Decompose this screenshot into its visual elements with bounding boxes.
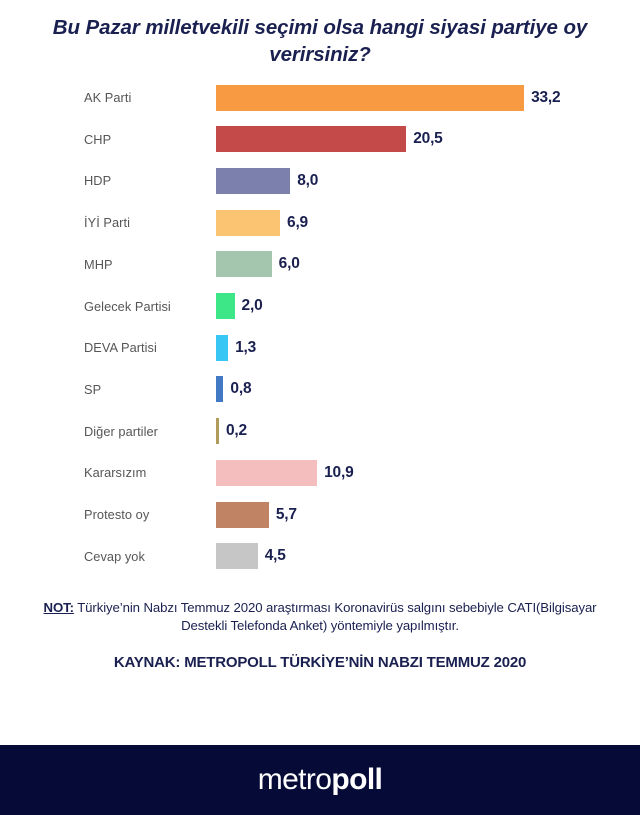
bar-holder: 33,2 — [216, 84, 561, 111]
bar-category-label: DEVA Partisi — [84, 340, 157, 356]
source-line: KAYNAK: METROPOLL TÜRKİYE’NİN NABZI TEMM… — [113, 653, 527, 671]
bar-holder: 10,9 — [216, 459, 354, 486]
logo-text-metro: metro — [257, 763, 332, 796]
bar-holder: 6,0 — [216, 251, 300, 278]
bar-category-label: İYİ Parti — [84, 215, 130, 231]
bar-value-label: 5,7 — [275, 505, 297, 523]
chart-row: MHP 6,0 — [0, 249, 640, 279]
bar — [216, 293, 235, 319]
bar-category-label: Kararsızım — [84, 465, 147, 481]
bar-holder: 1,3 — [216, 334, 257, 361]
bar-holder: 6,9 — [216, 209, 308, 236]
bar-holder: 4,5 — [216, 543, 286, 570]
bar — [216, 459, 318, 486]
bar — [216, 251, 272, 278]
bar-category-label: HDP — [84, 173, 112, 189]
bar — [216, 543, 258, 570]
chart-row: Gelecek Partisi 2,0 — [0, 291, 640, 321]
bar-chart: AK Parti 33,2 CHP 20,5 HDP 8,0 İYİ Parti 6,9 MHP… — [0, 83, 640, 593]
bar-category-label: Cevap yok — [84, 548, 145, 564]
chart-row: SP 0,8 — [0, 374, 640, 404]
bar-holder: 20,5 — [216, 126, 443, 153]
bar — [216, 501, 269, 528]
note-body: Türkiye’nin Nabzı Temmuz 2020 araştırmas… — [73, 599, 597, 634]
bar-category-label: SP — [84, 381, 102, 397]
bar-value-label: 2,0 — [241, 297, 263, 314]
title-container: Bu Pazar milletvekili seçimi olsa hangi … — [0, 0, 640, 69]
bar — [216, 334, 229, 361]
bar-value-label: 4,5 — [264, 547, 286, 565]
chart-row: DEVA Partisi 1,3 — [0, 333, 640, 363]
bar-value-label: 6,0 — [278, 255, 300, 273]
footnotes: NOT: Türkiye’nin Nabzı Temmuz 2020 araşt… — [0, 599, 640, 671]
chart-row: Kararsızım 10,9 — [0, 458, 640, 488]
bar — [216, 84, 525, 111]
bar — [216, 167, 291, 194]
bar-holder: 0,2 — [216, 418, 247, 445]
bar-value-label: 6,9 — [287, 213, 308, 231]
bar — [216, 418, 219, 445]
bar — [216, 376, 224, 403]
bar-value-label: 10,9 — [324, 463, 354, 481]
chart-row: Diğer partiler 0,2 — [0, 416, 640, 446]
chart-row: Protesto oy 5,7 — [0, 500, 640, 530]
bar-category-label: AK Parti — [84, 90, 132, 105]
bar-value-label: 0,8 — [230, 380, 252, 398]
bar-holder: 5,7 — [216, 501, 297, 528]
bar-holder: 8,0 — [216, 167, 319, 194]
note-line: NOT: Türkiye’nin Nabzı Temmuz 2020 araşt… — [34, 599, 606, 636]
note-prefix: NOT: — [43, 599, 74, 615]
metropoll-logo: metropoll — [258, 763, 383, 797]
chart-row: İYİ Parti 6,9 — [0, 208, 640, 238]
bar-value-label: 33,2 — [531, 88, 561, 106]
logo-text-poll: poll — [331, 763, 383, 796]
bar-value-label: 20,5 — [413, 130, 443, 148]
chart-row: AK Parti 33,2 — [0, 83, 640, 113]
bar-category-label: Gelecek Partisi — [84, 298, 171, 314]
brand-bar: metropoll — [0, 745, 640, 815]
chart-row: HDP 8,0 — [0, 166, 640, 196]
bar-category-label: MHP — [84, 256, 113, 272]
bar — [216, 209, 281, 236]
chart-row: Cevap yok 4,5 — [0, 541, 640, 571]
bar-holder: 0,8 — [216, 376, 252, 403]
page-title: Bu Pazar milletvekili seçimi olsa hangi … — [52, 16, 588, 67]
bar-category-label: Diğer partiler — [84, 423, 158, 439]
bar-value-label: 8,0 — [297, 171, 319, 189]
bar — [216, 126, 407, 153]
chart-row: CHP 20,5 — [0, 124, 640, 154]
bar-category-label: Protesto oy — [84, 507, 150, 522]
bar-value-label: 0,2 — [226, 422, 247, 440]
bar-value-label: 1,3 — [235, 338, 257, 356]
bar-category-label: CHP — [84, 131, 112, 147]
bar-holder: 2,0 — [216, 293, 263, 319]
